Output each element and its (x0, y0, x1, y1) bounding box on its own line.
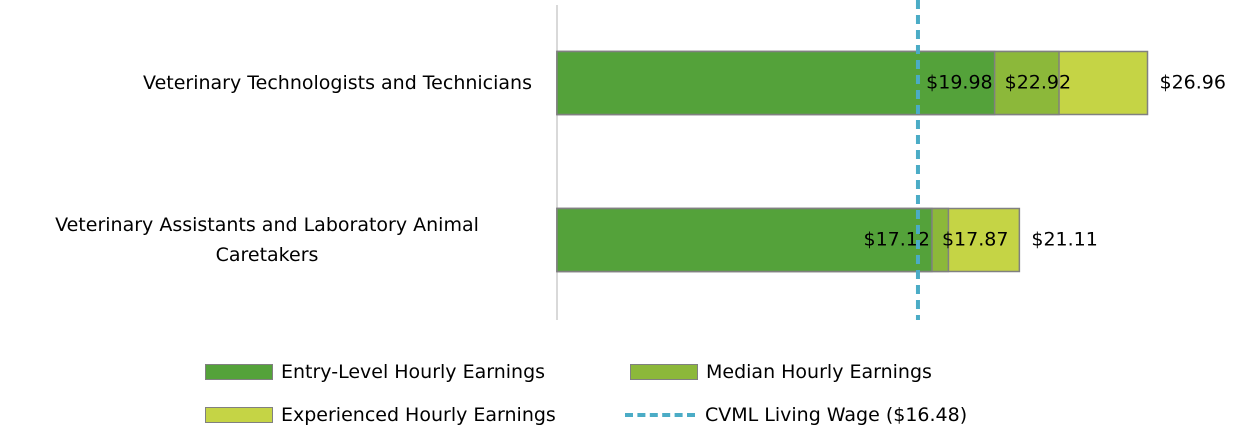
legend-swatch (630, 364, 698, 380)
legend-dash (625, 413, 695, 417)
category-text: Veterinary Technologists and Technicians (143, 72, 532, 94)
legend-item: Experienced Hourly Earnings (205, 404, 556, 426)
data-label: $21.11 (1031, 229, 1097, 251)
data-label: $26.96 (1160, 72, 1226, 94)
category-text: Veterinary Assistants and Laboratory Ani… (55, 214, 479, 266)
legend-item: CVML Living Wage ($16.48) (625, 404, 967, 426)
legend-text: CVML Living Wage ($16.48) (705, 404, 968, 426)
bar (556, 50, 996, 116)
bar (556, 207, 933, 273)
category-label: Veterinary Assistants and Laboratory Ani… (2, 205, 532, 275)
data-label: $22.92 (1005, 72, 1071, 94)
data-label: $17.87 (942, 229, 1008, 251)
category-label: Veterinary Technologists and Technicians (2, 48, 532, 118)
legend-text: Entry-Level Hourly Earnings (281, 361, 546, 383)
legend-item: Entry-Level Hourly Earnings (205, 361, 545, 383)
legend-text: Median Hourly Earnings (706, 361, 932, 383)
legend-swatch (205, 407, 273, 423)
data-label: $19.98 (926, 72, 992, 94)
data-label: $17.12 (863, 229, 929, 251)
legend-item: Median Hourly Earnings (630, 361, 932, 383)
legend-swatch (205, 364, 273, 380)
legend-text: Experienced Hourly Earnings (281, 404, 556, 426)
